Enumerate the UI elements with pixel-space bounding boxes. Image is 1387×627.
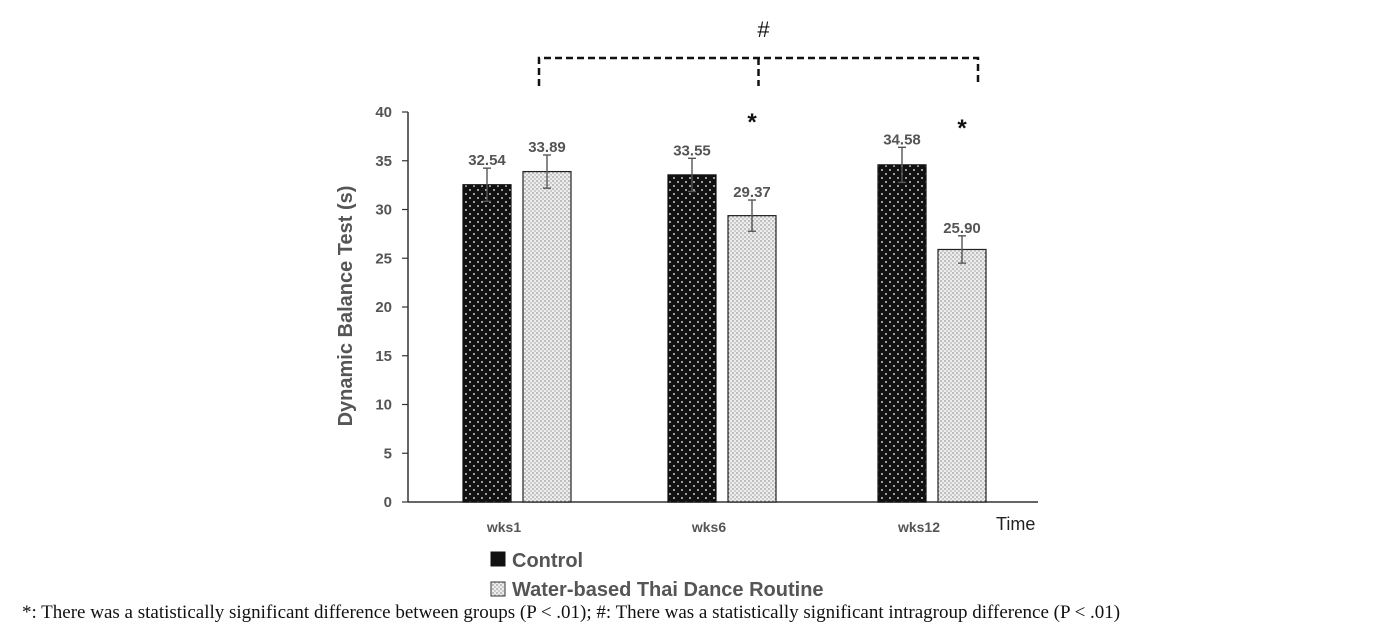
data-label: 33.89 — [528, 139, 566, 156]
bar — [727, 215, 777, 503]
legend: Control Water-based Thai Dance Routine — [490, 550, 824, 600]
legend-label-water-dance: Water-based Thai Dance Routine — [512, 579, 824, 600]
y-tick-label: 30 — [375, 202, 392, 219]
y-tick-label: 0 — [384, 494, 392, 511]
significance-marker-between-groups: * — [957, 115, 967, 142]
data-label: 25.90 — [943, 220, 981, 237]
x-axis: wks1 wks6 wks12 — [408, 501, 1038, 535]
significance-marker-intragroup: # — [757, 17, 770, 42]
legend-swatch-water-dance — [490, 581, 506, 597]
bar — [462, 184, 512, 503]
bars: 32.54 33.55 34.58 33.89 29.37 25.90 — [462, 131, 987, 503]
x-tick-label: wks1 — [486, 519, 521, 535]
y-tick-label: 15 — [375, 348, 392, 365]
data-label: 34.58 — [883, 131, 921, 148]
y-tick-label: 35 — [375, 153, 392, 170]
bar — [522, 170, 572, 503]
y-axis: 0 5 10 15 20 25 30 35 40 — [375, 104, 409, 511]
legend-label-control: Control — [512, 550, 583, 572]
bar — [667, 174, 717, 503]
significance-annotations: * * # — [537, 17, 980, 142]
x-tick-label: wks12 — [897, 519, 940, 535]
bar-chart: 0 5 10 15 20 25 30 35 40 wks1 wks6 wks12 32.54 33.5… — [335, 17, 1038, 600]
y-tick-label: 5 — [384, 445, 392, 462]
data-label: 33.55 — [673, 142, 711, 159]
x-tick-label: wks6 — [691, 519, 726, 535]
legend-swatch-control — [490, 551, 506, 567]
bar — [937, 248, 987, 503]
significance-marker-between-groups: * — [747, 109, 757, 136]
y-tick-label: 20 — [375, 299, 392, 316]
y-tick-label: 10 — [375, 397, 392, 414]
bar — [877, 164, 927, 503]
data-label: 32.54 — [468, 152, 506, 169]
y-tick-label: 25 — [375, 250, 392, 267]
y-axis-title: Dynamic Balance Test (s) — [335, 186, 357, 427]
footnote: *: There was a statistically significant… — [22, 602, 1121, 623]
x-axis-title: Time — [996, 514, 1035, 534]
data-label: 29.37 — [733, 184, 771, 201]
y-tick-label: 40 — [375, 104, 392, 121]
